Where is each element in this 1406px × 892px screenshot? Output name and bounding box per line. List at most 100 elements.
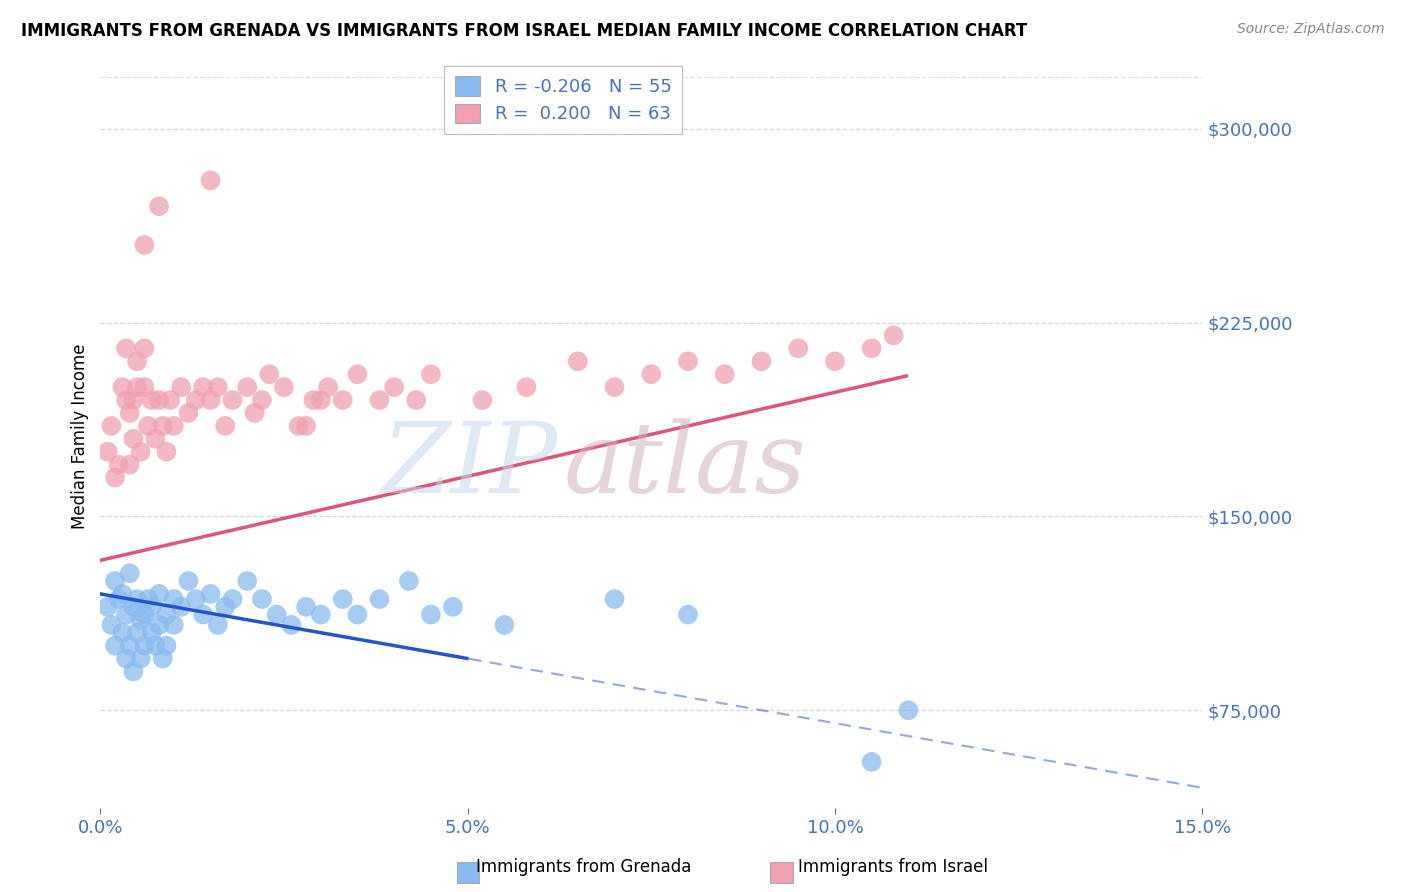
- Point: [368, 393, 391, 408]
- Point: [148, 393, 170, 408]
- Point: [603, 592, 626, 607]
- Point: [104, 470, 127, 484]
- Point: [107, 458, 129, 472]
- Point: [184, 393, 207, 408]
- Text: IMMIGRANTS FROM GRENADA VS IMMIGRANTS FROM ISRAEL MEDIAN FAMILY INCOME CORRELATI: IMMIGRANTS FROM GRENADA VS IMMIGRANTS FR…: [21, 22, 1028, 40]
- Point: [152, 651, 174, 665]
- Point: [346, 607, 368, 622]
- Point: [134, 607, 156, 622]
- Point: [118, 639, 141, 653]
- Point: [787, 342, 810, 356]
- Point: [122, 599, 145, 614]
- Point: [155, 444, 177, 458]
- Point: [441, 599, 464, 614]
- Point: [280, 618, 302, 632]
- Point: [250, 592, 273, 607]
- Point: [125, 592, 148, 607]
- Point: [177, 574, 200, 588]
- Point: [141, 599, 163, 614]
- Point: [122, 665, 145, 679]
- Point: [111, 380, 134, 394]
- Point: [236, 380, 259, 394]
- Point: [134, 380, 156, 394]
- Point: [155, 607, 177, 622]
- Point: [159, 393, 181, 408]
- Point: [111, 587, 134, 601]
- Point: [273, 380, 295, 394]
- Text: ZIP: ZIP: [381, 418, 558, 514]
- Point: [134, 639, 156, 653]
- Point: [207, 618, 229, 632]
- Point: [405, 393, 427, 408]
- Point: [567, 354, 589, 368]
- Point: [97, 599, 120, 614]
- Point: [148, 199, 170, 213]
- Point: [177, 406, 200, 420]
- Point: [118, 458, 141, 472]
- Text: Immigrants from Grenada: Immigrants from Grenada: [475, 858, 692, 876]
- Point: [419, 368, 441, 382]
- Point: [200, 587, 222, 601]
- Point: [207, 380, 229, 394]
- Point: [236, 574, 259, 588]
- Point: [136, 592, 159, 607]
- Point: [676, 607, 699, 622]
- Point: [134, 342, 156, 356]
- Point: [860, 342, 883, 356]
- Point: [155, 639, 177, 653]
- Point: [494, 618, 516, 632]
- Point: [603, 380, 626, 394]
- Point: [419, 607, 441, 622]
- Point: [104, 639, 127, 653]
- Point: [148, 618, 170, 632]
- Point: [883, 328, 905, 343]
- Point: [250, 393, 273, 408]
- Point: [104, 574, 127, 588]
- Text: Immigrants from Israel: Immigrants from Israel: [797, 858, 988, 876]
- Point: [148, 587, 170, 601]
- Point: [134, 238, 156, 252]
- Point: [97, 444, 120, 458]
- Point: [107, 592, 129, 607]
- Point: [193, 607, 215, 622]
- Point: [897, 703, 920, 717]
- Point: [115, 342, 138, 356]
- Point: [382, 380, 405, 394]
- Point: [332, 592, 354, 607]
- Point: [115, 393, 138, 408]
- Y-axis label: Median Family Income: Median Family Income: [72, 343, 89, 529]
- Point: [640, 368, 662, 382]
- Point: [163, 618, 186, 632]
- Point: [141, 393, 163, 408]
- Point: [118, 566, 141, 581]
- Point: [152, 418, 174, 433]
- Point: [309, 393, 332, 408]
- Point: [309, 607, 332, 622]
- Point: [214, 418, 236, 433]
- Point: [471, 393, 494, 408]
- Point: [193, 380, 215, 394]
- Point: [115, 607, 138, 622]
- Point: [122, 432, 145, 446]
- Point: [125, 380, 148, 394]
- Point: [287, 418, 309, 433]
- Point: [295, 599, 318, 614]
- Point: [221, 592, 243, 607]
- Point: [200, 393, 222, 408]
- Point: [515, 380, 537, 394]
- Point: [111, 625, 134, 640]
- Point: [115, 651, 138, 665]
- Point: [184, 592, 207, 607]
- Point: [129, 613, 152, 627]
- Point: [368, 592, 391, 607]
- Point: [163, 592, 186, 607]
- Point: [136, 418, 159, 433]
- Text: atlas: atlas: [564, 418, 806, 514]
- Point: [100, 618, 122, 632]
- Point: [145, 432, 167, 446]
- Point: [316, 380, 339, 394]
- Point: [129, 444, 152, 458]
- Point: [259, 368, 281, 382]
- Point: [122, 393, 145, 408]
- Point: [243, 406, 266, 420]
